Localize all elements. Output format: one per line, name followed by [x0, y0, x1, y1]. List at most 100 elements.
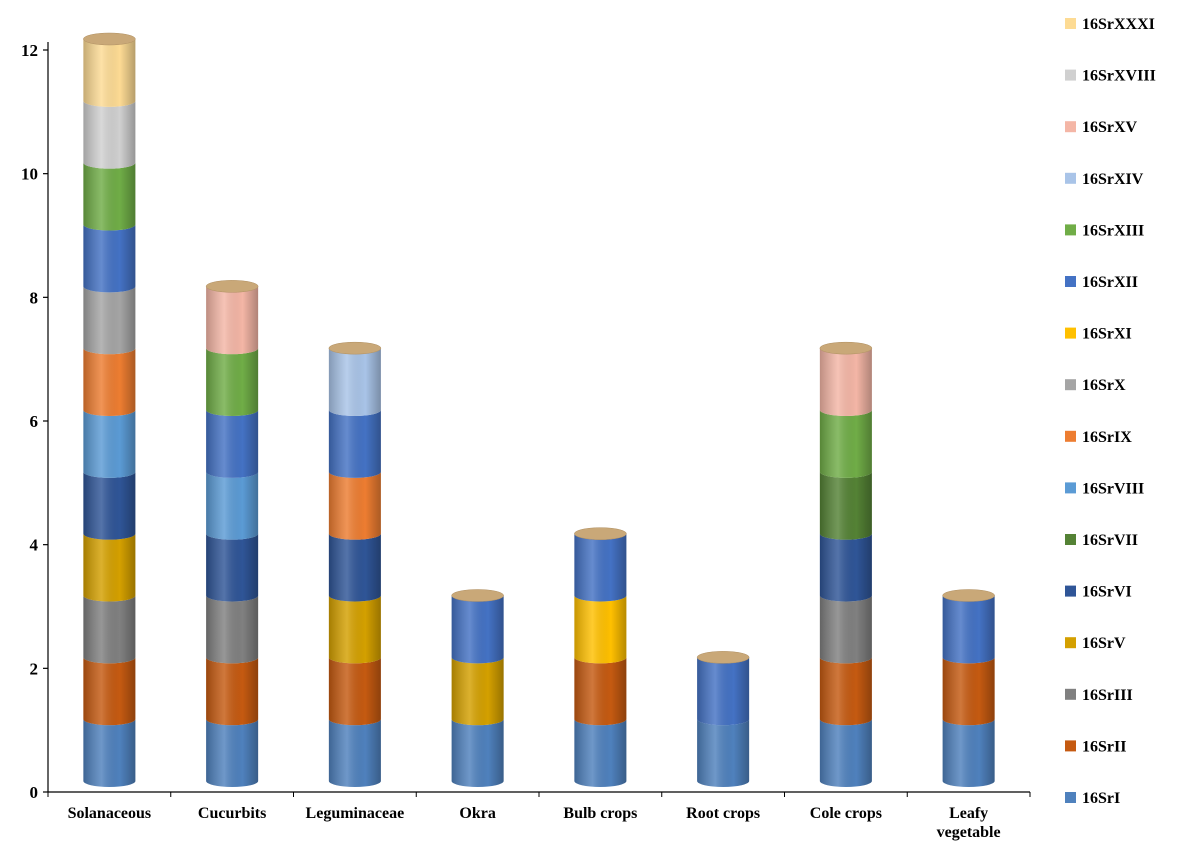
legend-swatch [1065, 379, 1076, 391]
bar-segment-shade [328, 410, 381, 478]
legend-swatch [1065, 534, 1076, 545]
bar-segment-shade [819, 410, 872, 478]
legend-label: 16SrVI [1082, 584, 1132, 601]
x-category-label: Okra [459, 805, 495, 822]
bar-segment-shade [819, 348, 872, 416]
bar-segment-shade [206, 533, 259, 602]
bar-segment-shade [942, 719, 995, 787]
y-tick-label: 0 [30, 783, 39, 802]
bar-segment-shade [942, 595, 995, 664]
bar-segment-shade [574, 657, 627, 726]
bar-top-cap [574, 527, 627, 540]
bar-segment-shade [697, 657, 750, 726]
bar-segment-shade [574, 719, 627, 787]
legend-label: 16SrII [1082, 738, 1126, 755]
legend-label: 16SrXIII [1082, 222, 1144, 239]
legend-swatch [1065, 121, 1076, 133]
bar-segment-shade [574, 533, 627, 602]
bar-stack [574, 527, 627, 787]
bar-segment-shade [83, 224, 136, 293]
legend-swatch [1065, 482, 1076, 494]
bar-top-cap [819, 341, 873, 355]
bar-segment-shade [83, 471, 136, 540]
legend-label: 16SrIII [1082, 687, 1133, 704]
bars [83, 32, 995, 787]
legend-label: 16SrI [1082, 790, 1120, 807]
bar-stack [83, 32, 136, 787]
y-tick-label: 10 [21, 165, 38, 184]
legend-label: 16SrXIV [1082, 171, 1144, 188]
y-tick-label: 12 [21, 41, 38, 60]
y-tick-label: 8 [30, 288, 39, 307]
legend-swatch [1065, 792, 1076, 803]
bar-top-cap [328, 341, 382, 355]
bar-segment-shade [451, 595, 504, 664]
bar-stack [819, 341, 873, 787]
legend-swatch [1065, 430, 1076, 442]
x-category-label: Cucurbits [198, 805, 266, 822]
legend-swatch [1065, 172, 1076, 184]
bar-stack [451, 589, 504, 787]
bar-segment-shade [206, 595, 259, 664]
bar-top-cap [205, 280, 259, 293]
bar-segment-shade [328, 348, 381, 416]
bar-top-cap [696, 651, 750, 664]
bar-segment-shade [206, 286, 259, 355]
bar-segment-shade [819, 657, 872, 726]
legend-label: 16SrVII [1082, 532, 1138, 549]
bar-top-cap [451, 589, 504, 602]
legend-label: 16SrXV [1082, 119, 1138, 136]
bar-segment-shade [83, 595, 136, 664]
bar-segment-shade [83, 410, 136, 478]
legend-swatch [1065, 327, 1076, 339]
bar-segment-shade [942, 657, 995, 726]
legend-swatch [1065, 69, 1076, 81]
bar-segment-shade [83, 100, 136, 169]
bar-stack [696, 651, 750, 787]
bar-segment-shade [83, 657, 136, 726]
bar-segment-shade [206, 719, 259, 787]
bar-segment-shade [819, 595, 872, 664]
bar-segment-shade [206, 348, 259, 416]
bar-segment-shade [83, 348, 136, 416]
bar-segment-shade [819, 471, 872, 540]
axes [47, 42, 1030, 793]
bar-stack [328, 341, 382, 787]
bar-segment-shade [451, 719, 504, 787]
bar-segment-shade [697, 719, 750, 787]
legend-swatch [1065, 224, 1076, 236]
x-category-label: Solanaceous [68, 805, 152, 822]
legend-label: 16SrXXXI [1082, 16, 1155, 33]
x-category-label: Leafy [949, 805, 988, 822]
bar-segment-shade [328, 533, 381, 602]
bar-segment-shade [83, 39, 136, 107]
bar-segment-shade [206, 657, 259, 726]
bar-segment-shade [328, 595, 381, 664]
bar-segment-shade [83, 162, 136, 231]
bar-segment-shade [574, 595, 627, 664]
legend-swatch [1065, 276, 1076, 287]
legend-label: 16SrXI [1082, 326, 1132, 343]
bar-top-cap [83, 32, 136, 46]
bar-segment-shade [328, 657, 381, 726]
legend-label: 16SrV [1082, 635, 1126, 652]
bar-segment-shade [83, 286, 136, 355]
bar-segment-shade [206, 410, 259, 478]
bar-top-cap [942, 589, 995, 602]
bar-segment-shade [83, 533, 136, 602]
x-category-label: Root crops [686, 805, 760, 822]
bar-segment-shade [819, 533, 872, 602]
legend-label: 16SrIX [1082, 429, 1132, 446]
x-category-label: vegetable [937, 824, 1001, 841]
bar-stack [942, 589, 995, 787]
legend-label: 16SrXVIII [1082, 68, 1156, 85]
y-axis-ticks: 0 2 4 6 8 10 12 [21, 41, 48, 802]
bar-stack [205, 280, 259, 787]
bar-segment-shade [206, 471, 259, 540]
bar-segment-shade [819, 719, 872, 787]
legend-label: 16SrXII [1082, 274, 1138, 291]
y-tick-label: 2 [30, 659, 39, 678]
x-category-label: Cole crops [810, 805, 882, 822]
x-category-label: Leguminaceae [306, 805, 405, 822]
